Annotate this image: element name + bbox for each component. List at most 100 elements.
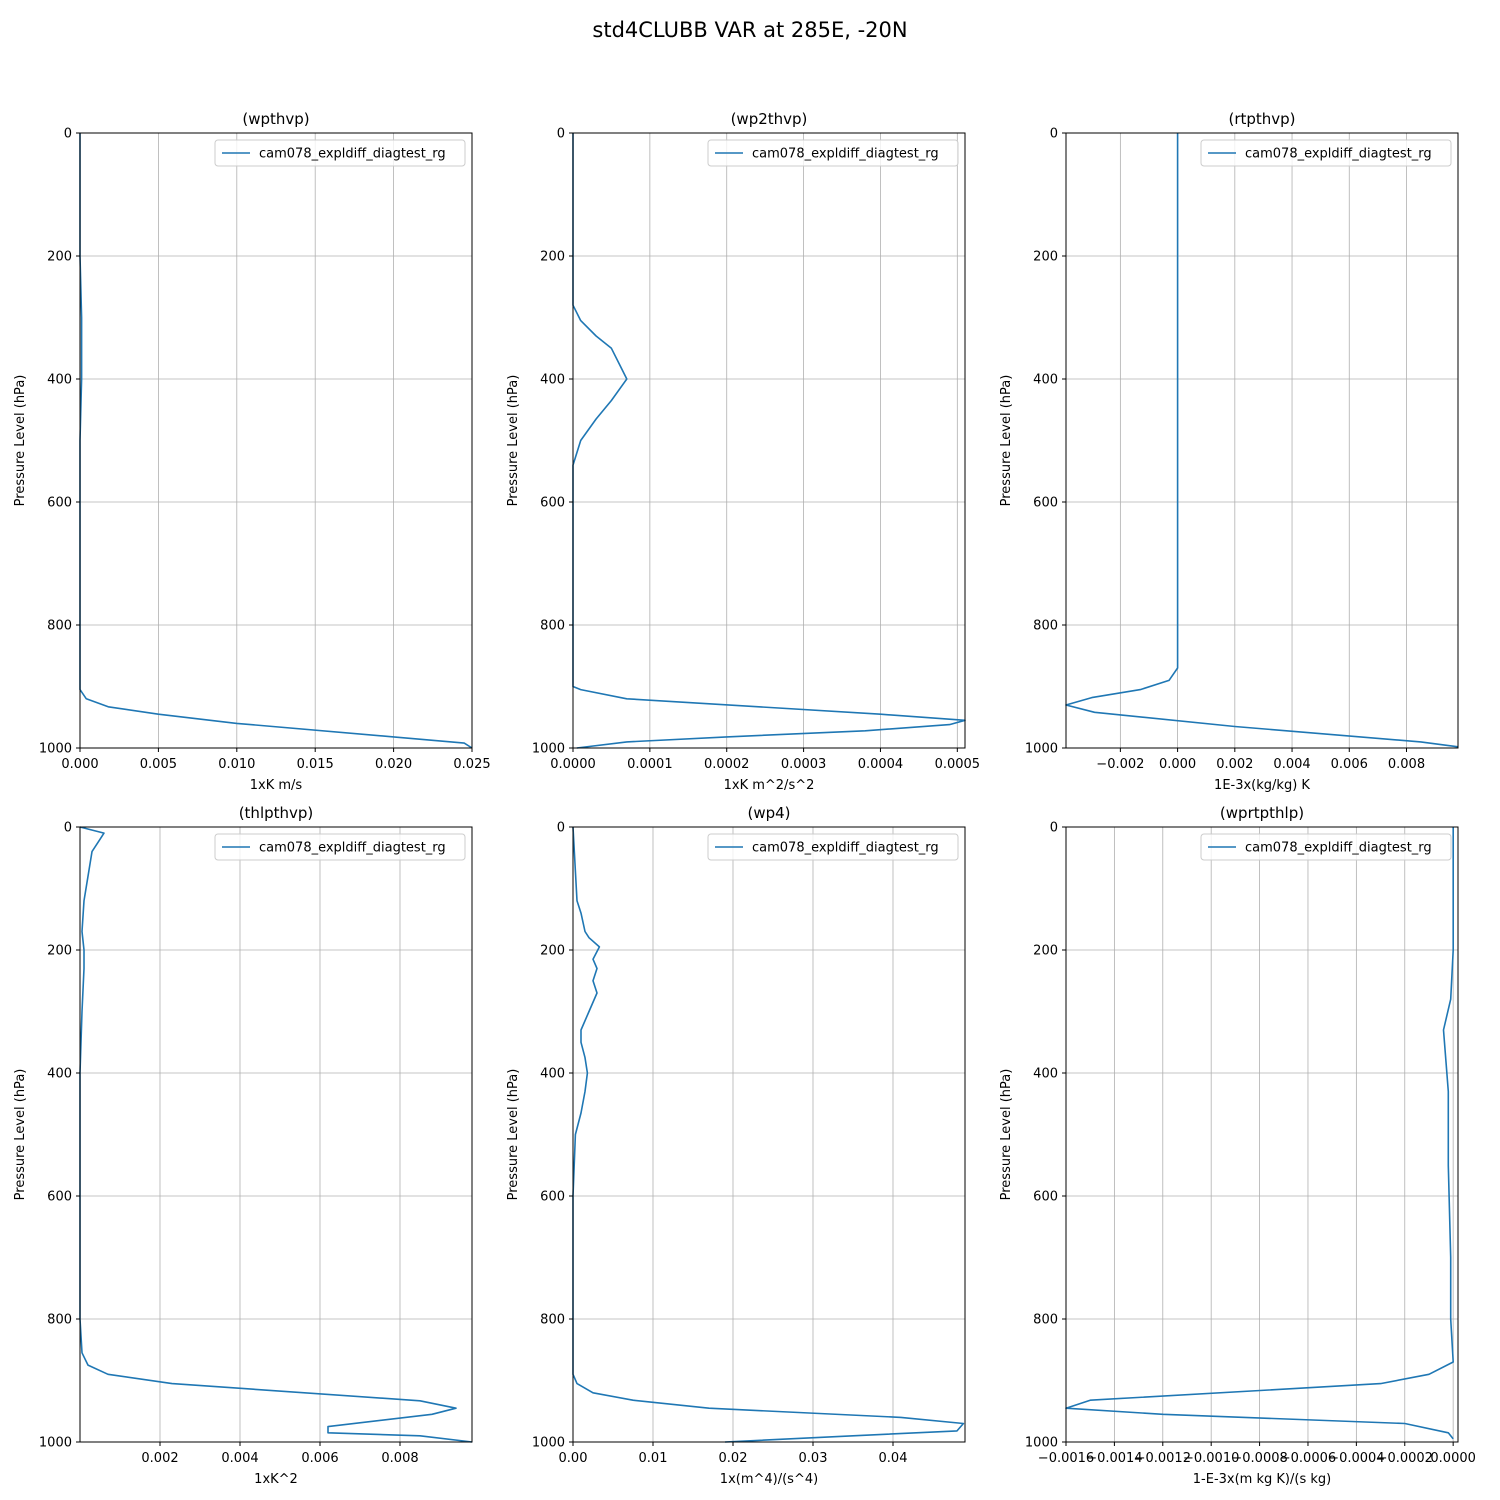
x-tick-label: 0.0000 xyxy=(1430,1451,1476,1466)
x-tick-label: −0.0014 xyxy=(1086,1451,1142,1466)
y-tick-label: 200 xyxy=(47,944,72,959)
x-axis-label: 1x(m^4)/(s^4) xyxy=(720,1472,818,1487)
x-tick-label: 0.00 xyxy=(559,1451,588,1466)
y-tick-label: 400 xyxy=(540,373,565,388)
x-tick-label: −0.0002 xyxy=(1377,1451,1433,1466)
y-axis-label: Pressure Level (hPa) xyxy=(506,1069,521,1201)
x-tick-label: −0.002 xyxy=(1096,757,1144,772)
series-line xyxy=(1065,827,1454,1440)
legend-box xyxy=(1200,139,1452,167)
legend-label: cam078_expldiff_diagtest_rg xyxy=(752,841,939,856)
x-tick-label: −0.0012 xyxy=(1135,1451,1191,1466)
x-tick-label: 0.006 xyxy=(1331,757,1368,772)
y-tick-label: 600 xyxy=(1033,1190,1058,1205)
subplot-title: (wp2thvp) xyxy=(731,110,808,128)
legend-box xyxy=(214,833,466,861)
x-tick-label: 0.005 xyxy=(140,757,177,772)
x-tick-label: 0.0004 xyxy=(858,757,904,772)
y-tick-label: 0 xyxy=(64,821,72,836)
y-tick-label: 800 xyxy=(1033,1313,1058,1328)
y-tick-label: 200 xyxy=(1033,944,1058,959)
y-tick-label: 0 xyxy=(557,821,565,836)
x-tick-label: 0.002 xyxy=(141,1451,178,1466)
legend-box xyxy=(707,139,959,167)
y-tick-label: 600 xyxy=(47,496,72,511)
axes-frame xyxy=(572,132,966,749)
x-axis-label: 1xK m/s xyxy=(250,778,303,793)
x-tick-label: 0.004 xyxy=(1273,757,1310,772)
figure-suptitle: std4CLUBB VAR at 285E, -20N xyxy=(592,18,907,42)
series-line xyxy=(1065,133,1459,748)
legend: cam078_expldiff_diagtest_rg xyxy=(1200,139,1452,167)
x-tick-label: 0.02 xyxy=(719,1451,748,1466)
y-tick-label: 600 xyxy=(540,496,565,511)
y-tick-label: 1000 xyxy=(39,742,72,757)
y-axis-label: Pressure Level (hPa) xyxy=(506,375,521,507)
legend-label: cam078_expldiff_diagtest_rg xyxy=(259,841,446,856)
x-tick-label: 0.025 xyxy=(453,757,490,772)
y-tick-label: 0 xyxy=(557,127,565,142)
y-tick-label: 400 xyxy=(47,373,72,388)
legend-box xyxy=(214,139,466,167)
axes-frame xyxy=(1065,826,1459,1443)
legend: cam078_expldiff_diagtest_rg xyxy=(214,139,466,167)
x-axis-label: 1E-3x(kg/kg) K xyxy=(1214,778,1310,793)
subplot-1: 0.000 0.005 0.010 0.015 0.020 0.025 0 200 400 600… xyxy=(13,110,491,793)
x-tick-label: 0.04 xyxy=(879,1451,908,1466)
x-axis-label: 1-E-3x(m kg K)/(s kg) xyxy=(1193,1472,1331,1487)
y-tick-label: 800 xyxy=(540,619,565,634)
legend: cam078_expldiff_diagtest_rg xyxy=(707,833,959,861)
y-axis-label: Pressure Level (hPa) xyxy=(999,1069,1014,1201)
axes-frame xyxy=(572,826,966,1443)
legend-box xyxy=(1200,833,1452,861)
subplot-3: −0.002 0.000 0.002 0.004 0.006 0.008 0 200 400 60… xyxy=(999,110,1459,793)
legend: cam078_expldiff_diagtest_rg xyxy=(214,833,466,861)
subplot-4: 0.002 0.004 0.006 0.008 0 200 400 600 800 1000 (th… xyxy=(13,804,473,1487)
subplot-2: 0.0000 0.0001 0.0002 0.0003 0.0004 0.0005 0 200… xyxy=(506,110,980,793)
x-tick-label: 0.0003 xyxy=(781,757,827,772)
y-tick-label: 200 xyxy=(540,944,565,959)
series-line xyxy=(572,826,965,1443)
y-tick-label: 1000 xyxy=(532,742,565,757)
subplot-6: −0.0016−0.0014−0.0012−0.0010−0.0008−0.00… xyxy=(999,804,1476,1487)
axes-frame xyxy=(1065,132,1459,749)
y-axis-label: Pressure Level (hPa) xyxy=(13,1069,28,1201)
x-tick-label: 0.0005 xyxy=(935,757,981,772)
x-tick-label: 0.002 xyxy=(1216,757,1253,772)
subplot-title: (wp4) xyxy=(747,804,790,822)
legend-label: cam078_expldiff_diagtest_rg xyxy=(259,147,446,162)
legend-label: cam078_expldiff_diagtest_rg xyxy=(1245,147,1432,162)
x-tick-label: −0.0016 xyxy=(1038,1451,1094,1466)
x-tick-label: 0.010 xyxy=(218,757,255,772)
y-tick-label: 0 xyxy=(64,127,72,142)
y-tick-label: 800 xyxy=(1033,619,1058,634)
x-tick-label: 0.03 xyxy=(799,1451,828,1466)
x-tick-label: −0.0010 xyxy=(1183,1451,1239,1466)
x-tick-label: 0.015 xyxy=(297,757,334,772)
y-tick-label: 200 xyxy=(540,250,565,265)
y-tick-label: 600 xyxy=(1033,496,1058,511)
y-tick-label: 0 xyxy=(1050,821,1058,836)
legend: cam078_expldiff_diagtest_rg xyxy=(707,139,959,167)
y-tick-label: 1000 xyxy=(1025,1436,1058,1451)
y-tick-label: 600 xyxy=(47,1190,72,1205)
y-tick-label: 800 xyxy=(540,1313,565,1328)
axes-frame xyxy=(79,132,473,749)
x-tick-label: 0.0000 xyxy=(550,757,596,772)
subplot-title: (rtpthvp) xyxy=(1228,110,1295,128)
x-tick-label: −0.0006 xyxy=(1280,1451,1336,1466)
subplot-title: (wprtpthlp) xyxy=(1220,804,1304,822)
y-tick-label: 600 xyxy=(540,1190,565,1205)
y-tick-label: 400 xyxy=(47,1067,72,1082)
x-tick-label: 0.008 xyxy=(381,1451,418,1466)
y-tick-label: 800 xyxy=(47,1313,72,1328)
y-tick-label: 0 xyxy=(1050,127,1058,142)
x-tick-label: 0.006 xyxy=(301,1451,338,1466)
subplot-grid: 0.00 0 0.005 0.010 0.015 0.02 0 0.025 0 200 400 600… xyxy=(13,110,1476,1487)
y-tick-label: 800 xyxy=(47,619,72,634)
y-tick-label: 1000 xyxy=(532,1436,565,1451)
y-axis-label: Pressure Level (hPa) xyxy=(13,375,28,507)
legend-label: cam078_expldiff_diagtest_rg xyxy=(752,147,939,162)
